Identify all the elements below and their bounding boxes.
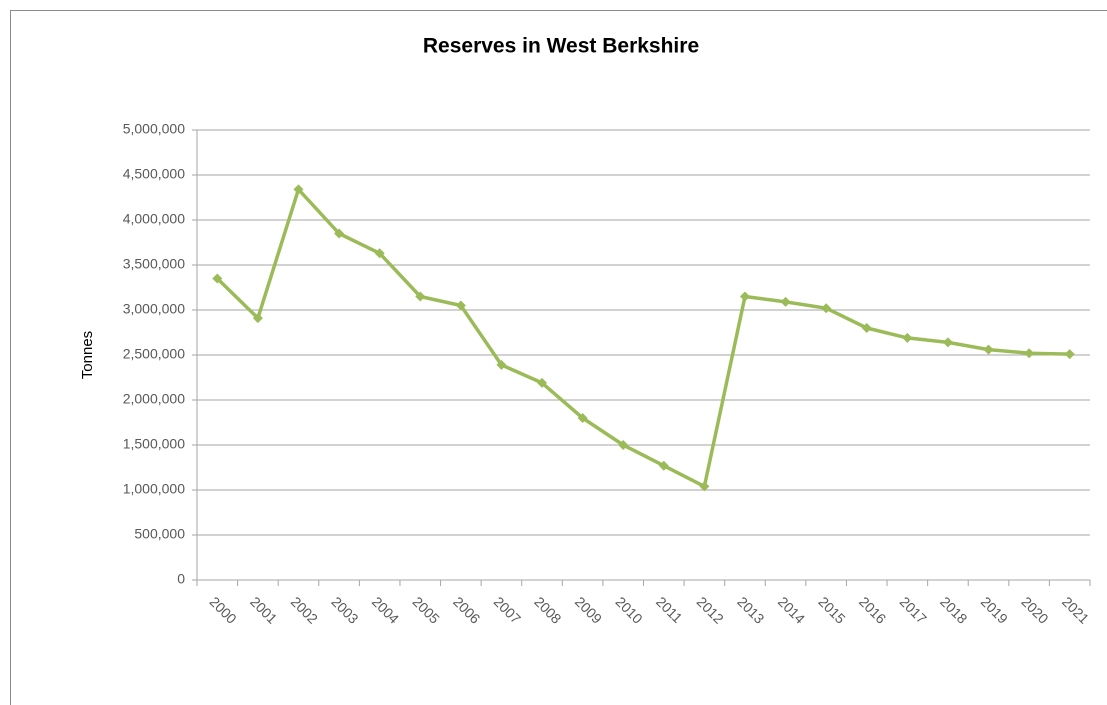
x-tick-label: 2000 (207, 593, 240, 626)
data-marker (983, 344, 994, 355)
x-tick-label: 2012 (694, 593, 727, 626)
y-tick-label: 2,000,000 (123, 391, 185, 407)
x-tick-label: 2006 (450, 593, 483, 626)
data-marker (902, 332, 913, 343)
data-marker (1064, 349, 1075, 360)
data-marker (496, 359, 507, 370)
data-marker (1024, 348, 1035, 359)
data-marker (252, 313, 263, 324)
series-line (216, 187, 1070, 489)
y-tick-label: 3,500,000 (123, 256, 185, 272)
y-axis-title: Tonnes (79, 331, 96, 379)
x-tick-label: 2007 (491, 593, 524, 626)
data-marker (537, 377, 548, 388)
data-marker (293, 184, 304, 195)
data-marker (739, 291, 750, 302)
x-tick-label: 2017 (897, 593, 930, 626)
chart-frame (10, 10, 1107, 705)
y-tick-label: 4,500,000 (123, 166, 185, 182)
x-tick-label: 2019 (978, 593, 1011, 626)
data-marker (942, 337, 953, 348)
x-tick-label: 2002 (288, 593, 321, 626)
x-tick-label: 2010 (612, 593, 645, 626)
x-tick-label: 2014 (775, 593, 808, 626)
y-tick-label: 2,500,000 (123, 346, 185, 362)
x-tick-label: 2005 (410, 593, 443, 626)
x-tick-label: 2004 (369, 593, 402, 626)
x-tick-label: 2011 (653, 593, 686, 626)
data-marker (212, 273, 223, 284)
x-tick-label: 2016 (856, 593, 889, 626)
data-marker (334, 228, 345, 239)
x-tick-label: 2001 (247, 593, 280, 626)
data-marker (780, 296, 791, 307)
x-tick-label: 2021 (1059, 593, 1092, 626)
data-marker (455, 300, 466, 311)
data-marker (861, 323, 872, 333)
x-tick-label: 2018 (937, 593, 970, 626)
y-tick-label: 5,000,000 (123, 121, 185, 137)
data-marker (658, 460, 669, 471)
x-tick-label: 2003 (328, 593, 361, 626)
chart-title: Reserves in West Berkshire (423, 35, 699, 58)
data-marker (577, 413, 588, 423)
y-tick-label: 500,000 (134, 526, 185, 542)
x-tick-label: 2015 (815, 593, 848, 626)
x-tick-label: 2020 (1018, 593, 1051, 626)
x-tick-label: 2008 (531, 593, 564, 626)
data-marker (374, 248, 385, 259)
data-marker (618, 440, 629, 450)
y-tick-label: 3,000,000 (123, 301, 185, 317)
data-marker (699, 481, 710, 492)
data-marker (821, 303, 832, 314)
y-tick-label: 0 (177, 571, 185, 587)
y-tick-label: 4,000,000 (123, 211, 185, 227)
data-marker (415, 291, 426, 302)
y-tick-label: 1,000,000 (123, 481, 185, 497)
y-tick-label: 1,500,000 (123, 436, 185, 452)
x-tick-label: 2013 (734, 593, 767, 626)
x-tick-label: 2009 (572, 593, 605, 626)
